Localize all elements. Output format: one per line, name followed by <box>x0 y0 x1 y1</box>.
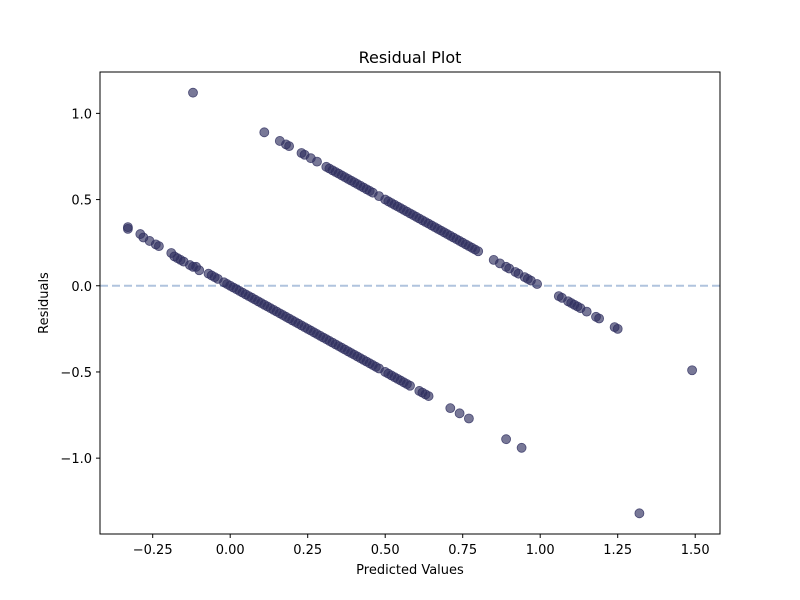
y-tick-label: 0.5 <box>71 194 92 209</box>
chart-title: Residual Plot <box>359 48 462 67</box>
scatter-point <box>405 380 415 391</box>
scatter-point <box>188 87 198 98</box>
scatter-point <box>501 434 512 445</box>
x-tick-label: 0.00 <box>216 543 245 558</box>
x-tick-label: 1.50 <box>681 543 710 558</box>
x-tick-label: 0.25 <box>293 543 322 558</box>
scatter-point <box>423 391 434 401</box>
scatter-point <box>612 323 623 334</box>
x-tick-label: −0.25 <box>133 543 173 558</box>
scatter-point <box>594 313 604 324</box>
x-axis-label: Predicted Values <box>356 563 464 578</box>
scatter-point <box>463 413 474 424</box>
scatter-point <box>473 246 484 257</box>
y-tick-label: 0.0 <box>71 280 92 295</box>
scatter-point <box>123 223 133 234</box>
scatter-point <box>516 442 527 453</box>
scatter-point <box>194 265 205 276</box>
y-tick-label: −0.5 <box>60 366 92 381</box>
y-axis-label: Residuals <box>37 272 52 334</box>
scatter-point <box>454 408 465 419</box>
x-axis-ticks: −0.25 0.00 0.25 0.50 0.75 1.00 1.25 1.50 <box>133 534 710 558</box>
x-tick-label: 0.75 <box>448 543 477 558</box>
x-tick-label: 1.25 <box>603 543 632 558</box>
y-tick-label: 1.0 <box>71 107 92 122</box>
plot-frame <box>99 71 721 535</box>
scatter-point <box>445 403 456 414</box>
y-tick-label: −1.0 <box>60 452 92 467</box>
scatter-point <box>532 279 542 289</box>
x-tick-label: 1.00 <box>526 543 555 558</box>
scatter-point <box>687 365 697 376</box>
scatter-point <box>284 141 295 152</box>
x-tick-label: 0.50 <box>371 543 400 558</box>
y-axis-ticks: −1.0 −0.5 0.0 0.5 1.0 <box>60 107 100 467</box>
scatter-point <box>312 156 322 167</box>
points-layer <box>123 87 697 519</box>
scatter-point <box>259 127 270 138</box>
scatter-point <box>634 508 645 519</box>
scatter-point <box>153 241 164 252</box>
scatter-point <box>581 306 592 317</box>
